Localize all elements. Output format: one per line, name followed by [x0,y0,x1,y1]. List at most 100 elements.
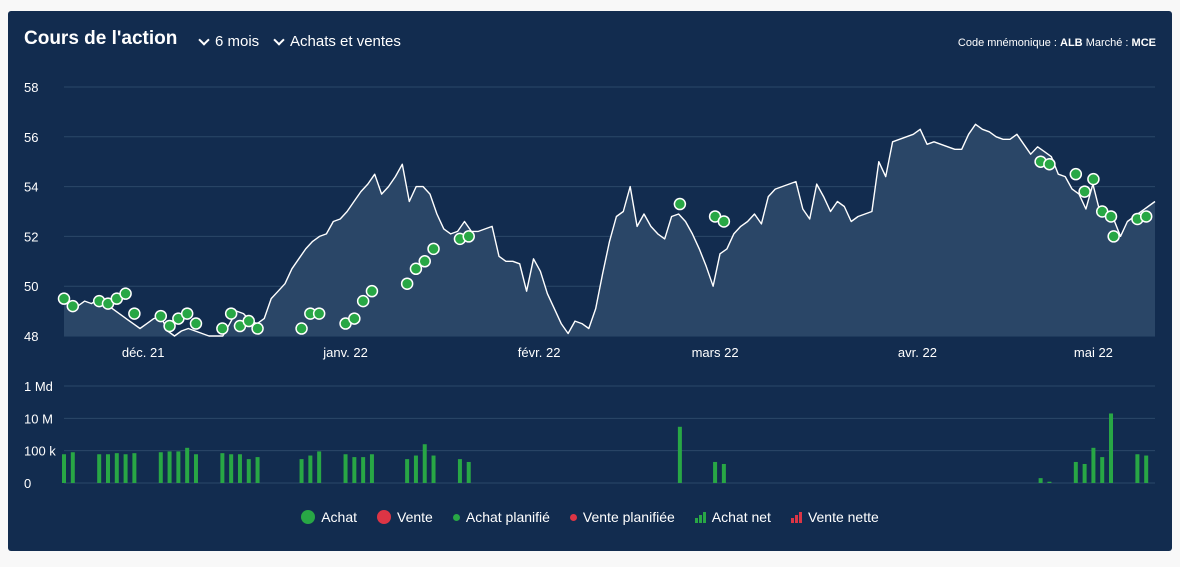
buy-marker [462,230,475,243]
volume-bar [176,451,181,483]
volume-bar [308,455,313,483]
volume-bar [237,454,242,483]
legend-label: Vente planifiée [582,509,675,525]
price-y-tick-label: 58 [24,80,38,95]
volume-bar [1047,481,1052,483]
stock-price-card: Cours de l'action 6 mois Achats et vente… [8,11,1172,551]
market-value: MCE [1131,37,1156,49]
volume-bar [369,454,374,483]
volume-bar [299,459,304,483]
buy-marker [180,307,194,320]
x-tick-label: janv. 22 [322,345,368,360]
volume-bar [431,455,436,483]
legend-label: Achat [321,509,358,525]
price-volume-chart: 48 50 52 54 56 58 0 100 k 10 M 1 Md déc. 21 janv. 2… [24,80,1156,491]
price-y-tick-label: 54 [24,180,38,195]
price-y-tick-label: 52 [24,229,38,244]
volume-bar [677,426,682,483]
dot-icon [452,513,460,521]
legend-item[interactable]: Achat [301,509,357,525]
volume-bar [185,447,190,483]
buy-marker [418,255,431,268]
bar-chart-icon [790,511,802,523]
legend-label: Achat net [711,509,771,525]
bar-chart-icon [694,511,706,523]
legend-item[interactable]: Vente [377,509,433,525]
buy-marker [154,309,168,323]
volume-bar [62,454,66,483]
legend-label: Achat planifié [465,509,550,525]
volume-bar [246,459,251,483]
volume-bar [1109,413,1114,483]
volume-y-tick-label: 100 k [24,444,56,459]
ticker-value: ALB [1060,37,1083,49]
legend-item[interactable]: Achat net [694,509,771,525]
volume-bar [123,454,128,483]
buy-marker [1107,230,1120,243]
x-tick-label: févr. 22 [518,345,561,360]
chart-legend: Achat Vente Achat planifié Vente planifiée A… [8,509,1172,525]
volume-bar [457,459,462,483]
x-tick-label: déc. 21 [122,345,165,360]
volume-bar [1038,478,1043,483]
ticker-info: Code mnémonique : ALB Marché : MCE [958,37,1156,49]
volume-bar [158,452,163,483]
volume-bar [422,444,427,483]
legend-item[interactable]: Achat planifié [452,509,550,525]
card-title: Cours de l'action [24,28,178,49]
buy-marker [224,307,238,320]
buy-marker [1069,167,1083,181]
price-y-tick-label: 50 [24,279,38,294]
buy-marker [717,215,731,228]
legend-item[interactable]: Vente nette [790,509,879,525]
volume-bar [713,461,718,483]
volume-y-tick-label: 0 [24,476,31,491]
buy-marker [189,317,203,330]
price-y-tick-label: 56 [24,130,38,145]
buy-marker [312,307,326,320]
volume-bar [114,453,119,483]
buy-marker [163,319,176,333]
dot-icon [377,510,392,524]
volume-y-tick-label: 10 M [24,411,53,426]
volume-bar [1073,461,1078,483]
legend-item[interactable]: Vente planifiée [569,509,675,525]
price-y-tick-label: 48 [24,329,38,344]
buy-marker [1087,172,1100,186]
volume-bar [352,457,357,483]
x-tick-label: avr. 22 [898,345,937,360]
buy-marker [295,322,308,335]
period-value: 6 mois [215,33,260,50]
volume-bar [193,454,198,483]
buy-marker [1104,210,1118,223]
buy-marker [66,299,80,313]
filter-dropdown[interactable]: Achats et ventes [273,33,401,50]
buy-marker [673,197,687,211]
volume-bar [413,455,418,483]
buy-marker [365,284,379,298]
volume-bar [361,457,366,483]
volume-bar [229,454,234,483]
buy-marker [216,322,229,335]
volume-bar [167,451,172,483]
buy-marker [356,294,370,308]
price-area [64,124,1155,336]
volume-bar [132,453,137,483]
volume-bar [105,454,110,483]
volume-bar [1082,463,1087,483]
legend-label: Vente nette [807,509,879,525]
buy-marker [1043,157,1056,171]
volume-bar [255,457,260,483]
period-dropdown[interactable]: 6 mois [198,33,259,50]
legend-label: Vente [397,509,433,525]
buy-marker [348,312,361,325]
volume-bar [405,459,410,483]
buy-marker [400,277,414,290]
x-tick-label: mars 22 [692,345,739,360]
volume-bar [1144,455,1149,483]
volume-bar [220,453,225,483]
buy-marker [427,242,440,256]
dot-icon [301,510,316,524]
volume-y-tick-label: 1 Md [24,379,53,394]
volume-bar [70,452,75,483]
